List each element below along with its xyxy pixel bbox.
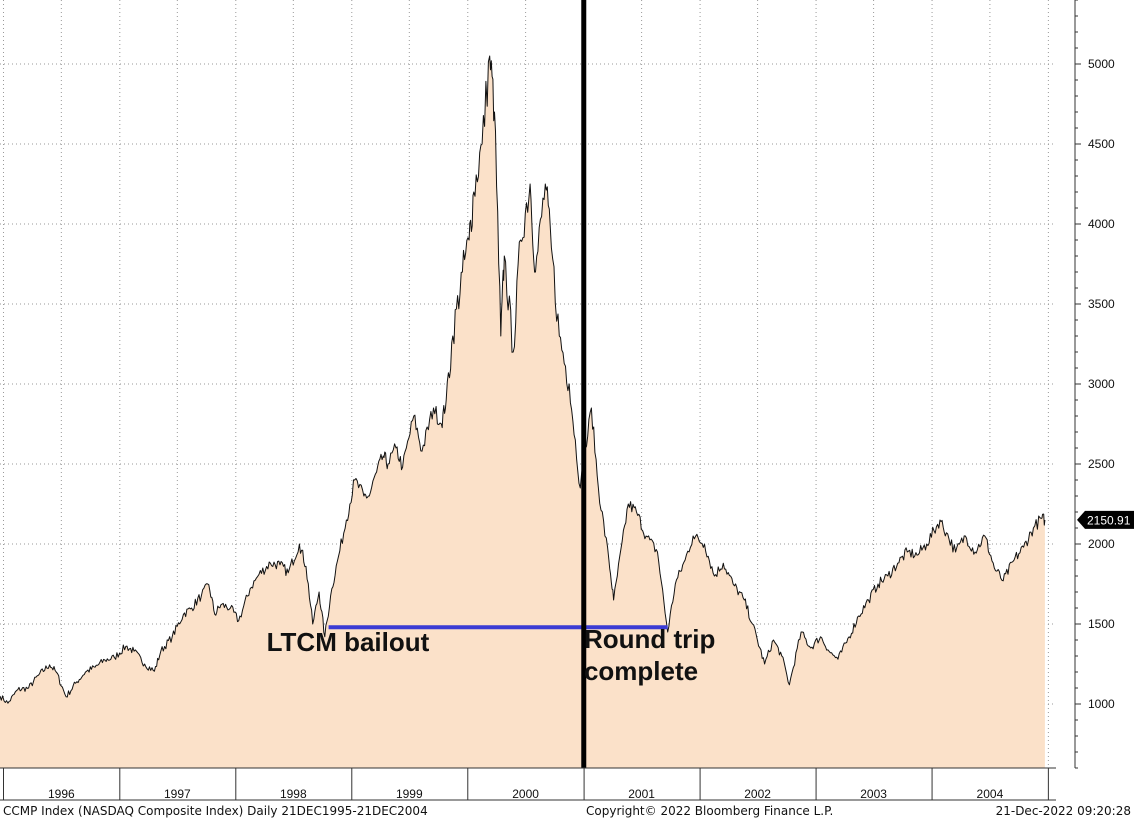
annotation-line: LTCM bailout (267, 627, 430, 657)
x-tick-label: 2004 (977, 787, 1004, 801)
last-value-label: 2150.91 (1087, 513, 1131, 527)
last-value-tag (1077, 510, 1134, 529)
y-tick-label: 3500 (1088, 297, 1115, 311)
last-value-badge: 2150.91 (1077, 510, 1134, 529)
x-tick-label: 2001 (628, 787, 655, 801)
annotations: LTCM bailout Round trip complete (267, 624, 716, 686)
x-tick-label: 1997 (164, 787, 191, 801)
annotation-round-trip: Round trip complete (584, 624, 715, 686)
y-tick-label: 2000 (1088, 537, 1115, 551)
y-tick-label: 4000 (1088, 217, 1115, 231)
y-axis: 1000 1500 2000 2500 3000 3500 4000 4500 5000 (1074, 0, 1115, 769)
x-tick-label: 1998 (280, 787, 307, 801)
footer-timestamp: 21-Dec-2022 09:20:28 (995, 804, 1131, 818)
y-tick-label: 4500 (1088, 137, 1115, 151)
y-tick-label: 1500 (1088, 617, 1115, 631)
annotation-ltcm-bailout: LTCM bailout (267, 627, 430, 657)
x-tick-label: 2000 (512, 787, 539, 801)
x-tick-label: 2002 (744, 787, 771, 801)
annotation-line: Round trip (584, 624, 715, 654)
x-tick-label: 1996 (48, 787, 75, 801)
y-tick-label: 2500 (1088, 457, 1115, 471)
footer-security-description: CCMP Index (NASDAQ Composite Index) Dail… (3, 804, 428, 818)
index-price-line (0, 55, 1046, 704)
y-tick-label: 1000 (1088, 697, 1115, 711)
x-tick-label: 1999 (396, 787, 423, 801)
x-tick-label: 2003 (860, 787, 887, 801)
x-axis: 1996 1997 1998 1999 2000 2001 2002 2003 2004 (0, 767, 1056, 801)
y-tick-label: 5000 (1088, 57, 1115, 71)
annotation-line: complete (584, 656, 698, 686)
footer-copyright: Copyright© 2022 Bloomberg Finance L.P. (586, 804, 834, 818)
index-area-fill (0, 56, 1045, 768)
y-tick-label: 3000 (1088, 377, 1115, 391)
